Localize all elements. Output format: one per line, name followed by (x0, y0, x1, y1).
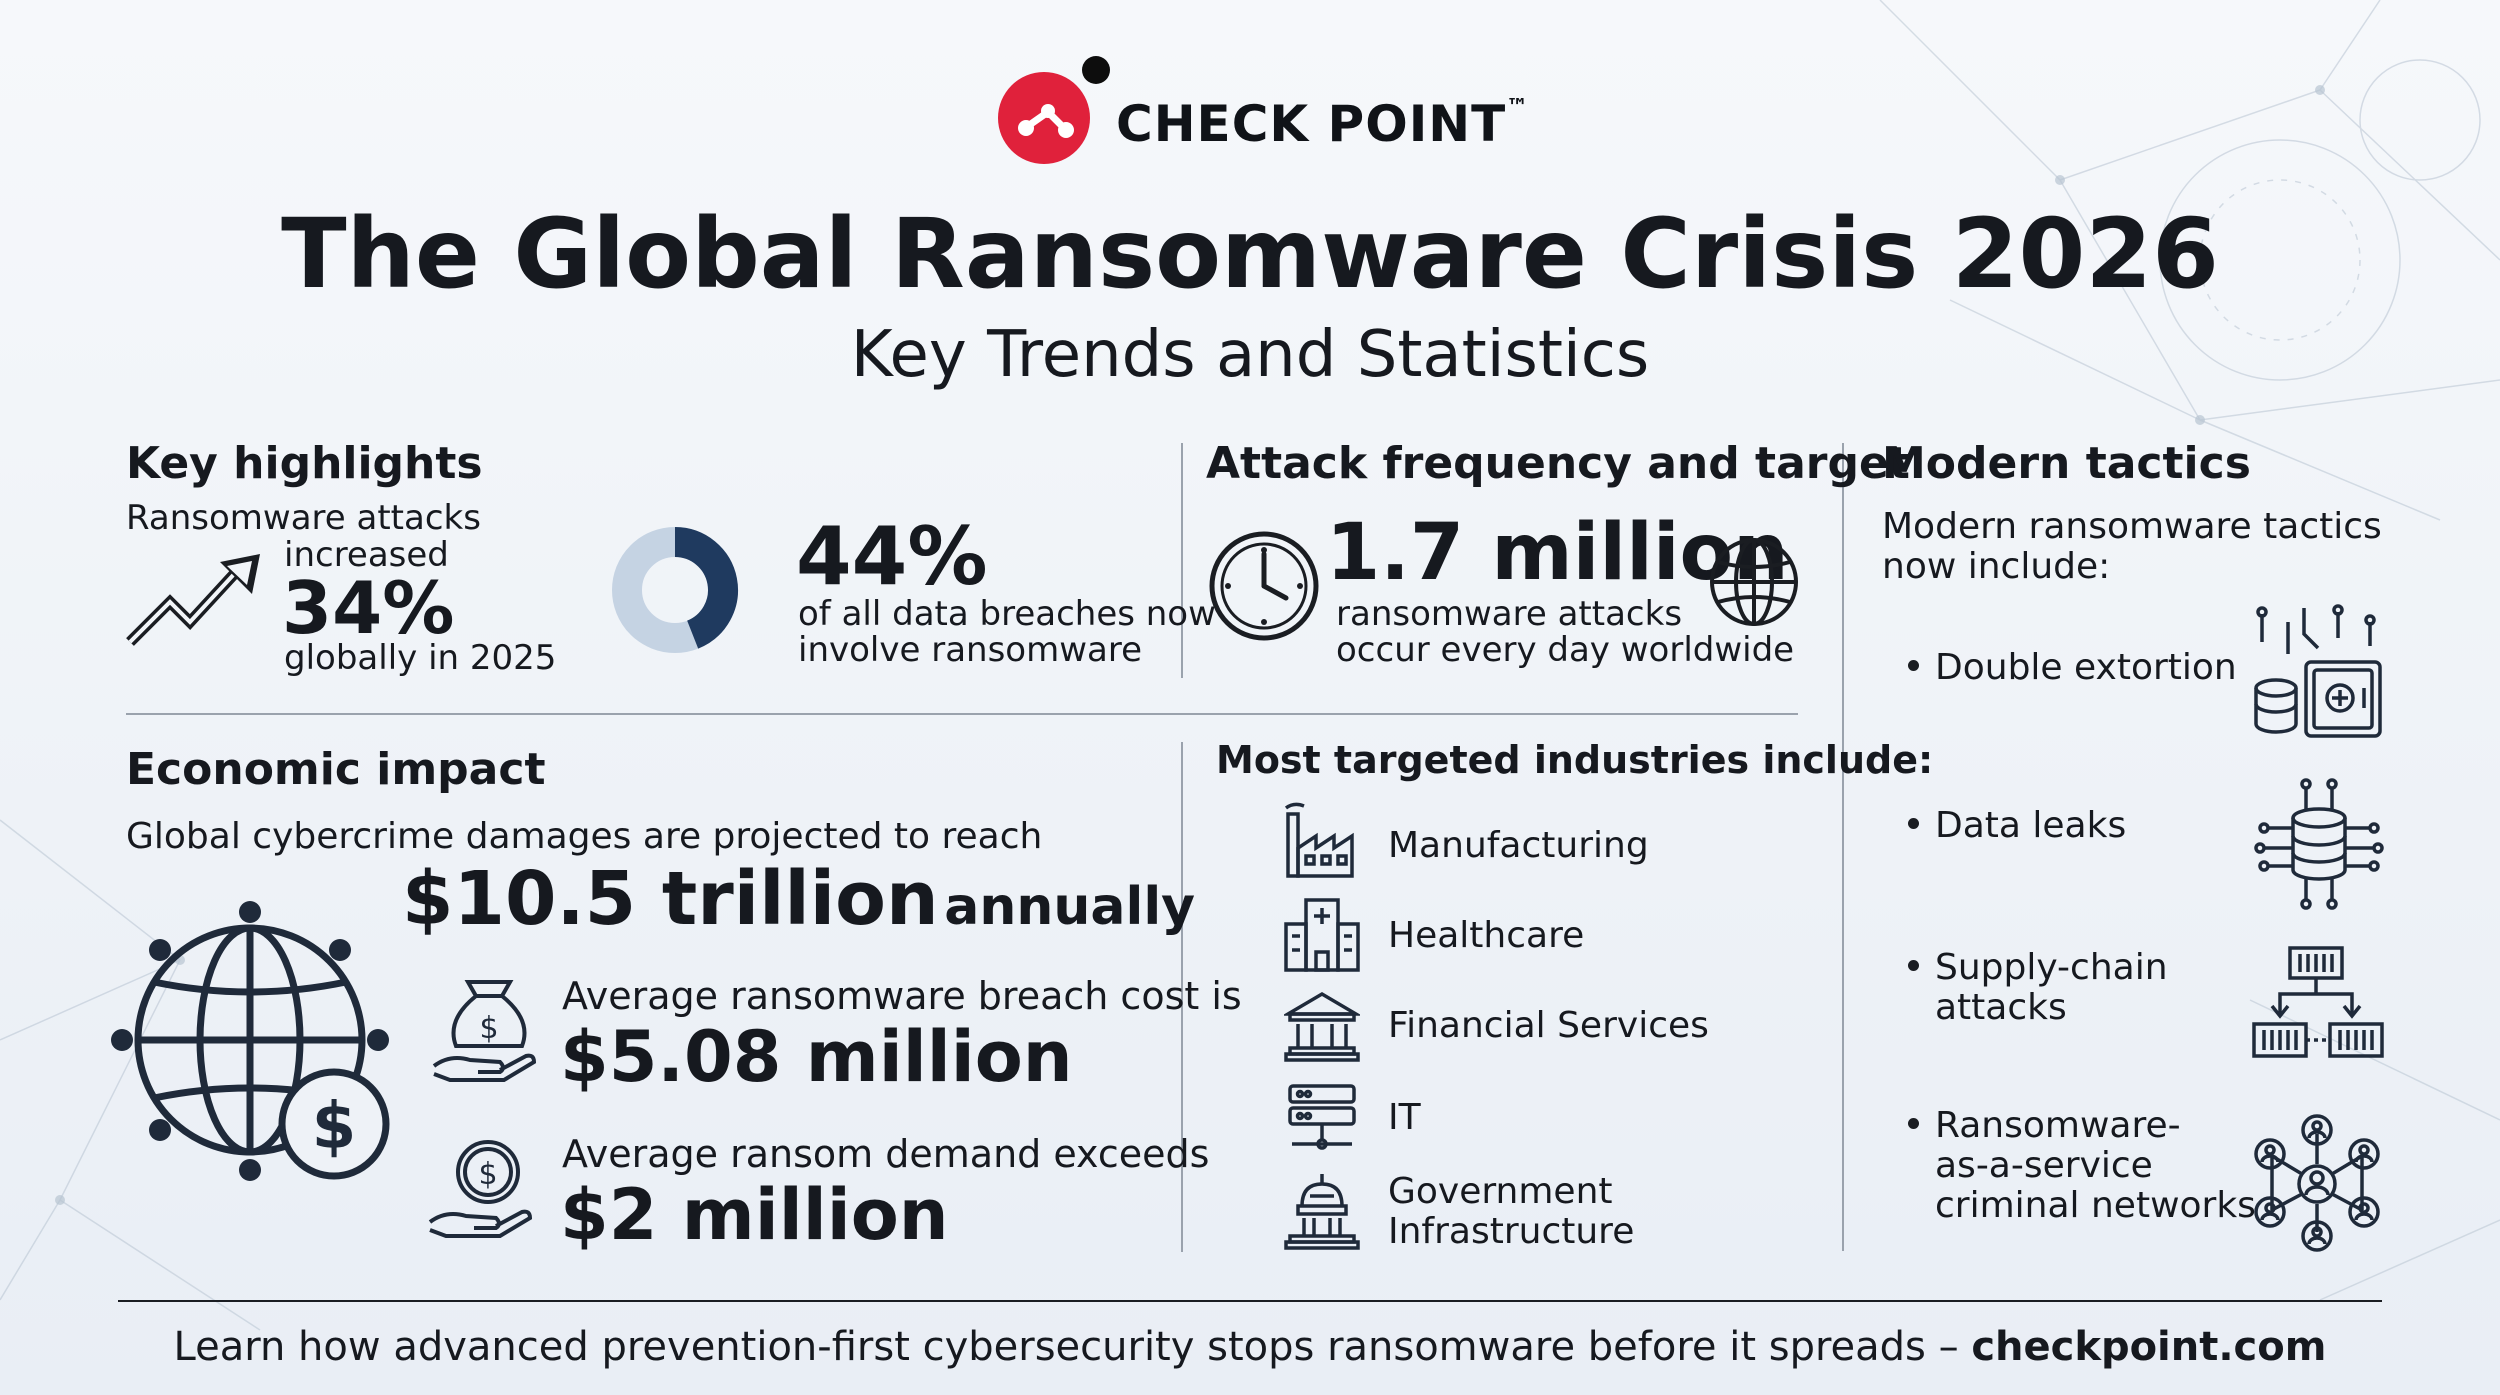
donut-value-arc (674, 527, 738, 649)
brand-name: CHECK POINT™ (1116, 95, 1529, 153)
bullet-dot (1908, 959, 1919, 971)
key-highlights-heading: Key highlights (126, 438, 483, 489)
coin-hand-icon: $ (428, 1140, 533, 1238)
tactic-item: Supply-chain attacks (1908, 948, 2168, 1028)
bullet-dot (1908, 659, 1919, 671)
server-icon (1288, 1084, 1356, 1150)
damages-suffix: annually (944, 877, 1196, 937)
database-network-icon (2254, 778, 2384, 910)
daily-attacks-line1: ransomware attacks (1336, 594, 1683, 634)
tactics-intro-line1: Modern ransomware tactics (1882, 506, 2382, 547)
divider-vertical-1 (1181, 443, 1183, 678)
tactics-intro-line2: now include: (1882, 546, 2111, 587)
tactic-item: Data leaks (1908, 806, 2126, 846)
ransom-demand-value: $2 million (560, 1174, 949, 1256)
attacks-text-line3: globally in 2025 (284, 638, 557, 678)
globe-dollar-icon: $ (111, 901, 390, 1181)
divider-horizontal-mid (126, 713, 1798, 715)
page-title: The Global Ransomware Crisis 2026 (281, 198, 2219, 310)
industry-label-line2: Infrastructure (1388, 1211, 1635, 1252)
tactic-label-line2: attacks (1935, 987, 2067, 1028)
industries-heading: Most targeted industries include: (1216, 738, 1934, 782)
attacks-text-line2: increased (284, 535, 449, 575)
damages-line: $10.5 trillion annually (402, 856, 1195, 942)
footer-cta: Learn how advanced prevention-first cybe… (0, 1324, 2500, 1370)
svg-text:$: $ (312, 1090, 357, 1164)
brand-text: CHECK POINT (1116, 95, 1507, 153)
trademark: ™ (1506, 95, 1530, 120)
breaches-text-line2: involve ransomware (798, 630, 1143, 670)
daily-attacks-line2: occur every day worldwide (1336, 630, 1795, 670)
divider-horizontal-footer (118, 1300, 2382, 1302)
capitol-icon (1284, 1174, 1360, 1250)
factory-icon (1284, 802, 1354, 878)
globe-icon (1710, 538, 1798, 626)
attacks-text-line1: Ransomware attacks (126, 498, 481, 538)
industry-label-line1: Government (1388, 1171, 1613, 1212)
industry-label: Government Infrastructure (1388, 1172, 1634, 1252)
tactic-label-line3: criminal networks (1935, 1185, 2256, 1226)
footer-text: Learn how advanced prevention-first cybe… (173, 1324, 1972, 1370)
breaches-text-line1: of all data breaches now (798, 594, 1216, 634)
tactic-label: Double extortion (1935, 647, 2237, 688)
trend-up-arrow-icon (126, 554, 260, 646)
breach-cost-label: Average ransomware breach cost is (562, 974, 1242, 1018)
industry-label: Healthcare (1388, 915, 1585, 956)
industry-label: Manufacturing (1388, 825, 1649, 866)
modern-tactics-heading: Modern tactics (1882, 438, 2251, 489)
svg-text:$: $ (478, 1157, 497, 1192)
supply-chain-icon (2252, 946, 2384, 1058)
tactic-label: Data leaks (1935, 805, 2127, 846)
tactic-label: Supply-chain (1935, 947, 2168, 988)
bank-icon (1284, 991, 1360, 1062)
attacks-increase-value: 34% (282, 566, 455, 650)
tactic-label-line2: as-a-service (1935, 1145, 2153, 1186)
breach-cost-value: $5.08 million (560, 1016, 1073, 1098)
tactic-item: Double extortion (1908, 648, 2237, 688)
bullet-dot (1908, 1117, 1919, 1129)
money-bag-hand-icon: $ (432, 980, 537, 1082)
hospital-icon (1284, 898, 1360, 972)
industry-label: IT (1388, 1097, 1421, 1138)
footer-link[interactable]: checkpoint.com (1971, 1324, 2327, 1370)
clock-icon (1209, 531, 1319, 641)
check-point-logo (998, 56, 1110, 164)
damages-value: $10.5 trillion (402, 856, 939, 942)
damages-intro: Global cybercrime damages are projected … (126, 816, 1043, 857)
tactic-item: Ransomware-as-a-service criminal networks (1908, 1106, 2256, 1226)
economic-impact-heading: Economic impact (126, 744, 546, 795)
breach-donut-chart (612, 527, 738, 653)
svg-text:$: $ (479, 1011, 498, 1046)
database-safe-icon (2254, 604, 2382, 738)
divider-vertical-2 (1181, 742, 1183, 1252)
ransom-demand-label: Average ransom demand exceeds (562, 1132, 1210, 1176)
breaches-value: 44% (796, 510, 988, 603)
people-network-icon (2254, 1114, 2380, 1252)
page-subtitle: Key Trends and Statistics (850, 318, 1650, 392)
divider-vertical-3 (1842, 443, 1844, 1251)
industry-label: Financial Services (1388, 1005, 1709, 1046)
attack-frequency-heading: Attack frequency and target (1206, 438, 1910, 489)
bullet-dot (1908, 817, 1919, 829)
tactic-label: Ransomware- (1935, 1105, 2181, 1146)
